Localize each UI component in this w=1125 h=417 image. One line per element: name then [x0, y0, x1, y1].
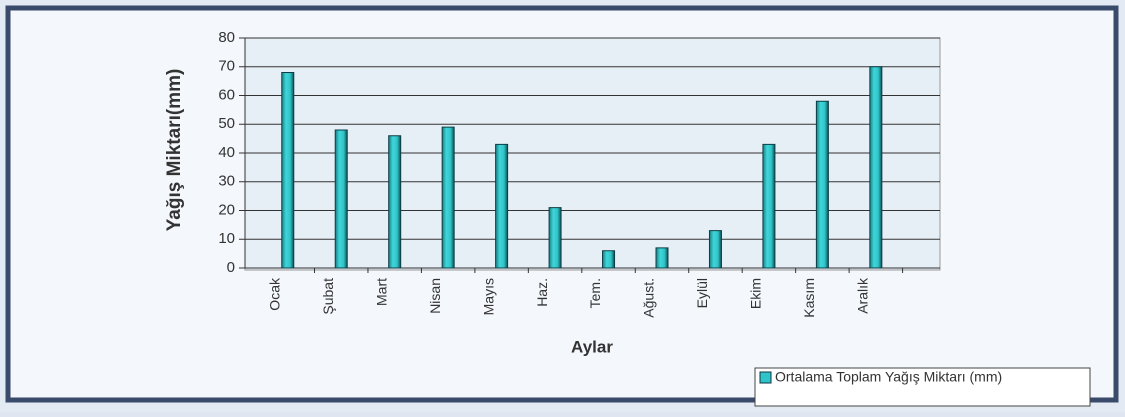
x-tick-label: Ocak	[266, 277, 282, 311]
x-tick-label: Kasım	[801, 278, 817, 318]
bar	[334, 129, 348, 269]
x-tick-label: Haz.	[534, 278, 550, 307]
bar	[655, 247, 669, 269]
y-tick-label: 80	[218, 29, 235, 46]
x-tick-label: Ağust.	[641, 278, 657, 318]
y-tick-label: 10	[218, 230, 235, 247]
bar	[815, 100, 829, 269]
x-tick-label: Şubat	[320, 278, 336, 315]
legend	[754, 367, 1091, 407]
bar	[495, 143, 509, 269]
plot-area	[244, 37, 941, 271]
x-tick-label: Mart	[373, 278, 389, 306]
bar	[281, 72, 295, 269]
x-tick-label: Aralık	[855, 277, 871, 314]
bar	[602, 250, 616, 269]
legend-label: Ortalama Toplam Yağış Miktarı (mm)	[775, 369, 1002, 385]
x-axis-label: Aylar	[571, 337, 613, 356]
x-tick-label: Tem.	[587, 278, 603, 308]
legend-swatch	[759, 371, 772, 384]
y-axis-label: Yağış Miktarı(mm)	[164, 69, 185, 232]
y-tick-label: 60	[218, 86, 235, 103]
y-tick-label: 30	[218, 173, 235, 190]
bar	[762, 143, 776, 269]
x-tick-label: Nisan	[427, 278, 443, 314]
y-tick-label: 0	[227, 259, 235, 276]
bar	[441, 126, 455, 269]
bar	[548, 207, 562, 269]
y-tick-label: 20	[218, 201, 235, 218]
x-tick-label: Mayıs	[480, 278, 496, 315]
x-tick-label: Ekim	[748, 278, 764, 309]
y-tick-label: 40	[218, 144, 235, 161]
bar	[388, 135, 402, 269]
bar	[869, 66, 883, 269]
y-tick-label: 50	[218, 115, 235, 132]
x-tick-label: Eylül	[694, 278, 710, 308]
bar	[708, 230, 722, 269]
y-tick-label: 70	[218, 58, 235, 75]
